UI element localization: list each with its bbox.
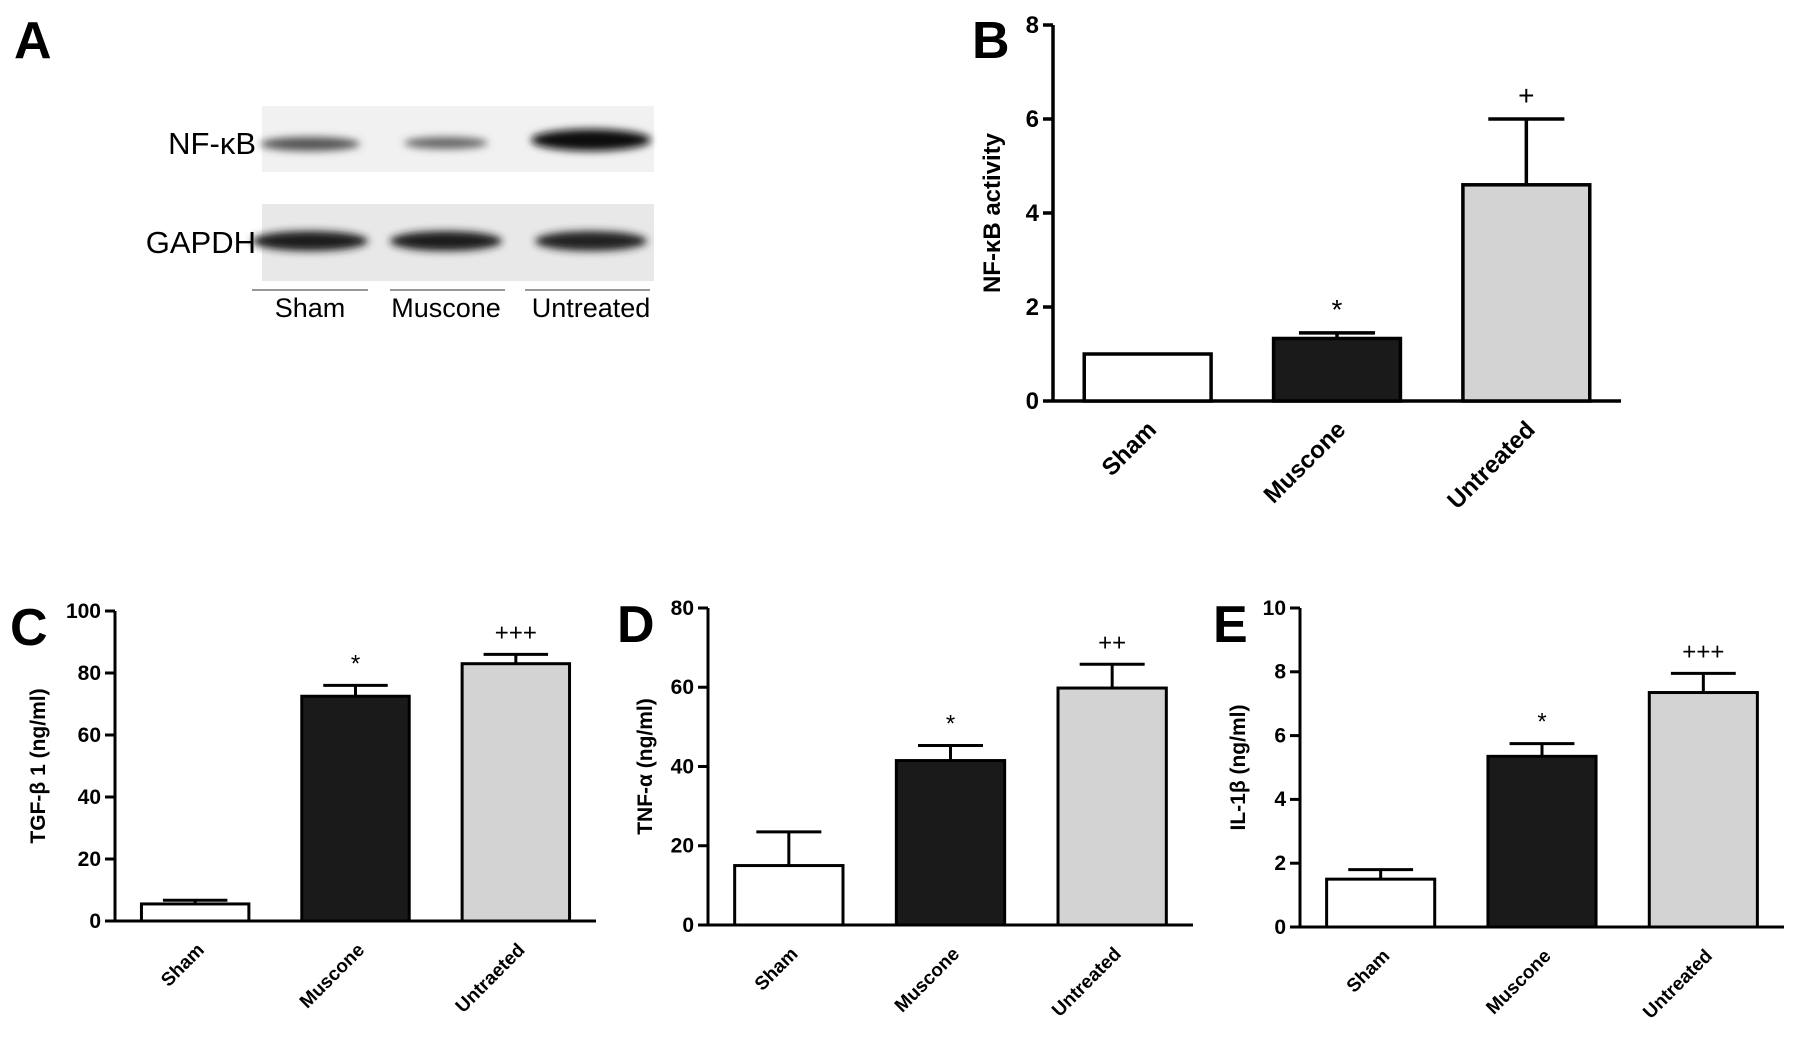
bar (733, 864, 845, 927)
y-tick-label: 60 (671, 676, 694, 699)
x-tick-label: Untreated (1048, 944, 1126, 1022)
y-tick-label: 6 (1026, 106, 1039, 133)
y-tick-label: 100 (66, 600, 101, 623)
bar (300, 694, 411, 923)
panel: D TNF-α (ng/ml) 0 20 40 60 80 Sham * Muscone ++ Unt… (617, 596, 1193, 1021)
y-tick-label: 4 (1274, 788, 1286, 811)
blot-row-label: NF-κB (168, 126, 256, 161)
annotation: * (351, 650, 360, 677)
y-axis-label: IL-1β (ng/ml) (1227, 705, 1250, 831)
y-tick-label: 2 (1274, 852, 1286, 875)
panel-letter: B (972, 12, 1010, 70)
band (390, 231, 502, 251)
y-tick-label: 10 (1263, 597, 1286, 620)
y-axis-label: TGF-β 1 (ng/ml) (27, 688, 50, 843)
bar (139, 902, 251, 923)
y-tick-label: 40 (78, 786, 101, 809)
band (252, 231, 368, 251)
y-axis-label: TNF-α (ng/ml) (634, 698, 657, 835)
y-tick-label: 40 (671, 755, 694, 778)
y-tick-label: 0 (89, 910, 101, 933)
annotation: ++ (1098, 629, 1126, 656)
bar (1082, 352, 1213, 403)
bar (1056, 686, 1168, 927)
y-tick-label: 0 (1274, 916, 1286, 939)
panel-letter: D (617, 596, 655, 654)
panel-letter: C (10, 599, 48, 657)
x-tick-label: Muscone (891, 944, 964, 1017)
y-tick-label: 20 (78, 848, 101, 871)
y-tick-label: 0 (1026, 388, 1039, 415)
x-tick-label: Muscone (296, 940, 369, 1013)
bar (460, 662, 572, 923)
panel-letter: E (1213, 596, 1248, 654)
band (260, 137, 360, 151)
bar (894, 759, 1007, 927)
bar (1461, 183, 1592, 403)
y-axis-label: NF-κB activity (979, 132, 1006, 293)
band (531, 129, 651, 151)
y-tick-label: 8 (1026, 12, 1039, 39)
y-tick-label: 80 (78, 662, 101, 685)
bar (1647, 691, 1759, 929)
annotation: +++ (1682, 638, 1724, 665)
panel: B NF-κB activity 0 2 4 6 8 Sham * Muscone + Untreat… (972, 12, 1621, 514)
y-tick-label: 4 (1026, 200, 1040, 227)
annotation: + (1518, 80, 1534, 111)
panel: E IL-1β (ng/ml) 0 2 4 6 8 10 Sham * Muscone +++ Untr… (1213, 596, 1784, 1023)
y-tick-label: 60 (78, 724, 101, 747)
y-tick-label: 8 (1274, 661, 1286, 684)
band (404, 137, 488, 149)
x-tick-label: Untreated (1442, 416, 1540, 514)
blot-row-label: GAPDH (146, 225, 256, 260)
y-tick-label: 20 (671, 835, 694, 858)
y-tick-label: 80 (671, 597, 694, 620)
annotation: * (946, 710, 955, 737)
bar (1486, 754, 1598, 929)
annotation: * (1537, 709, 1546, 736)
bar (1271, 336, 1403, 403)
x-tick-label: Sham (751, 944, 802, 995)
lane-label: Untreated (532, 293, 651, 323)
panel-letter: A (14, 12, 52, 70)
y-tick-label: 2 (1026, 294, 1039, 321)
y-tick-label: 0 (682, 914, 694, 937)
lane-label: Sham (275, 293, 346, 323)
y-tick-label: 6 (1274, 724, 1286, 747)
x-tick-label: Sham (1343, 946, 1394, 997)
panel: C TGF-β 1 (ng/ml) 0 20 40 60 80 100 Sham * Muscone… (10, 599, 596, 1017)
annotation: * (1332, 294, 1343, 325)
x-tick-label: Untraeted (452, 940, 530, 1018)
x-tick-label: Muscone (1482, 946, 1555, 1019)
band (535, 231, 647, 251)
x-tick-label: Muscone (1259, 416, 1352, 509)
bar (1325, 877, 1437, 929)
annotation: +++ (495, 619, 537, 646)
x-tick-label: Untreated (1639, 946, 1717, 1024)
x-tick-label: Sham (1097, 416, 1162, 481)
x-tick-label: Sham (157, 940, 208, 991)
lane-label: Muscone (391, 293, 501, 323)
blot-bands (252, 129, 651, 251)
